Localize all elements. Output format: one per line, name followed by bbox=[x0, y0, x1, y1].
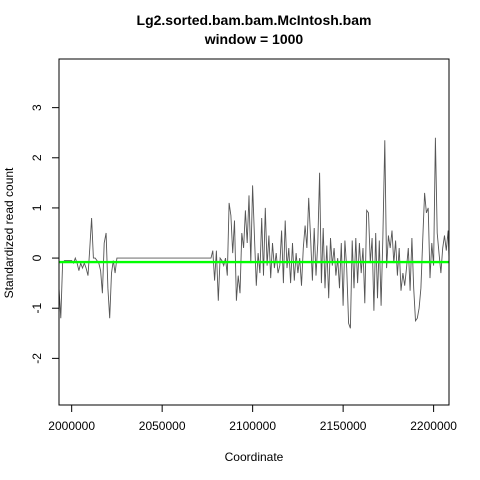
y-tick-label: 2 bbox=[30, 154, 44, 161]
y-tick-label: -1 bbox=[30, 303, 44, 314]
y-tick-label: 0 bbox=[30, 254, 44, 261]
series-group bbox=[58, 137, 450, 329]
chart-title: Lg2.sorted.bam.bam.McIntosh.bam bbox=[137, 12, 372, 28]
chart-subtitle: window = 1000 bbox=[204, 31, 304, 47]
plot-frame bbox=[58, 58, 450, 406]
y-tick-label: 3 bbox=[30, 104, 44, 111]
y-axis-label: Standardized read count bbox=[2, 167, 16, 298]
y-axis: -2 -1 0 1 2 3 bbox=[30, 104, 59, 364]
x-tick-label: 2100000 bbox=[229, 419, 276, 433]
x-tick-label: 2200000 bbox=[410, 419, 457, 433]
read-count-line bbox=[58, 137, 450, 329]
y-tick-label: -2 bbox=[30, 353, 44, 364]
y-tick-label: 1 bbox=[30, 204, 44, 211]
x-axis-label: Coordinate bbox=[225, 450, 284, 464]
x-axis: 2000000 2050000 2100000 2150000 2200000 bbox=[48, 405, 457, 433]
x-tick-label: 2050000 bbox=[139, 419, 186, 433]
x-tick-label: 2000000 bbox=[48, 419, 95, 433]
x-tick-label: 2150000 bbox=[320, 419, 367, 433]
